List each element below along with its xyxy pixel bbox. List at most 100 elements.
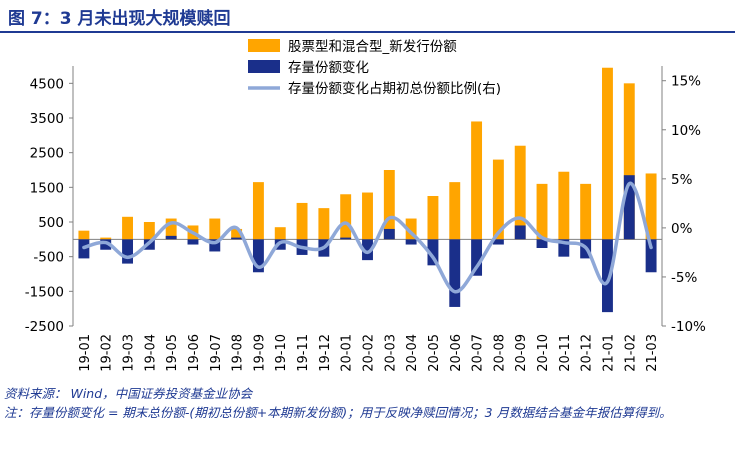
x-tick-label: 19-10 [274, 334, 289, 372]
left-tick-label: 3500 [30, 111, 64, 127]
issuance-bar [274, 227, 286, 240]
bars [78, 67, 657, 313]
stock-change-bar [122, 239, 133, 264]
left-tick-label: -500 [33, 250, 64, 266]
x-tick-label: 20-02 [362, 334, 377, 372]
issuance-bar [602, 67, 613, 240]
issuance-bar [645, 173, 657, 240]
x-tick-label: 20-01 [340, 334, 355, 372]
stock-change-bar [536, 239, 548, 248]
stock-change-bar [100, 239, 112, 250]
figure-title: 图 7：3 月未出现大规模赎回 [8, 9, 231, 29]
issuance-bar [536, 183, 548, 240]
legend-swatch-stock-change [248, 60, 280, 73]
stock-change-bar [492, 239, 504, 245]
left-tick-label: 500 [38, 215, 64, 231]
issuance-bar [143, 222, 155, 240]
x-tick-label: 20-12 [580, 334, 595, 372]
x-axis-labels: 19-01 19-02 19-03 19-04 19-05 19-06 19-07 19-08… [78, 334, 660, 372]
source-note: 资料来源： Wind，中国证券投资基金业协会 [4, 386, 253, 401]
x-tick-label: 20-06 [449, 334, 464, 372]
right-tick-label: -5% [671, 270, 697, 286]
right-tick-label: 15% [671, 74, 701, 90]
stock-change-bar [187, 239, 199, 245]
stock-change-bar [645, 239, 657, 273]
x-tick-label: 19-07 [209, 334, 224, 372]
issuance-bar [362, 192, 373, 240]
legend-swatch-issuance [248, 39, 280, 52]
issuance-bar [165, 218, 177, 240]
x-tick-label: 21-01 [601, 334, 616, 372]
right-tick-label: 0% [671, 221, 693, 237]
issuance-bar [471, 121, 483, 240]
x-tick-label: 20-03 [383, 334, 398, 372]
x-tick-label: 20-09 [514, 334, 529, 372]
issuance-bar [580, 183, 592, 240]
left-tick-label: 4500 [30, 76, 64, 92]
x-tick-label: 19-03 [122, 334, 137, 372]
left-tick-label: -2500 [25, 319, 64, 335]
stock-change-bar [514, 225, 526, 240]
x-tick-label: 20-04 [405, 334, 420, 372]
x-tick-label: 19-12 [318, 334, 333, 372]
stock-change-bar [362, 239, 373, 261]
right-tick-label: -10% [671, 319, 706, 335]
left-tick-label: 2500 [30, 146, 64, 162]
stock-change-bar [602, 239, 613, 313]
x-tick-label: 20-07 [471, 334, 486, 372]
x-tick-label: 20-11 [558, 334, 573, 372]
issuance-bar [100, 237, 112, 240]
notes: 资料来源： Wind，中国证券投资基金业协会 注：存量份额变化 = 期末总份额-… [4, 384, 729, 422]
issuance-bar [449, 182, 461, 240]
stock-change-bar [252, 239, 264, 273]
stock-change-bar [340, 237, 352, 240]
stock-change-bar [383, 228, 395, 240]
x-tick-label: 19-06 [187, 334, 202, 372]
x-tick-label: 19-08 [231, 334, 246, 372]
stock-change-bar [623, 175, 635, 240]
stock-change-bar [427, 239, 439, 266]
issuance-bar [623, 83, 635, 240]
x-tick-label: 20-08 [492, 334, 507, 372]
legend-label: 股票型和混合型_新发行份额 [288, 39, 457, 55]
x-tick-label: 19-04 [143, 334, 158, 372]
stock-change-bar [165, 235, 177, 240]
right-tick-label: 5% [671, 172, 693, 188]
x-tick-label: 19-01 [78, 334, 93, 372]
stock-change-bar [405, 239, 417, 245]
stock-change-bar [449, 239, 461, 307]
issuance-bar [427, 196, 439, 240]
stock-change-bar [558, 239, 570, 257]
issuance-bar [122, 216, 133, 240]
x-tick-label: 20-05 [427, 334, 442, 372]
x-tick-label: 19-05 [165, 334, 180, 372]
issuance-bar [492, 159, 504, 240]
issuance-bar [296, 202, 308, 240]
x-tick-label: 19-09 [252, 334, 267, 372]
issuance-bar [318, 208, 330, 240]
issuance-bar [558, 171, 570, 240]
x-tick-label: 19-02 [100, 334, 115, 372]
issuance-bar [383, 170, 395, 240]
x-tick-label: 19-11 [296, 334, 311, 372]
legend-label: 存量份额变化 [288, 60, 369, 76]
stock-change-bar [471, 239, 483, 276]
x-tick-label: 21-03 [645, 334, 660, 372]
stock-change-bar [209, 239, 221, 252]
issuance-bar [231, 228, 243, 240]
issuance-bar [340, 194, 352, 240]
issuance-bar [405, 218, 417, 240]
ratio-series-line [82, 181, 653, 294]
right-tick-label: 10% [671, 123, 701, 139]
issuance-bar [252, 182, 264, 240]
stock-change-bar [231, 237, 243, 240]
footnote: 注：存量份额变化 = 期末总份额-(期初总份额+本期新发份额)；用于反映净赎回情… [4, 405, 672, 420]
legend-label: 存量份额变化占期初总份额比例(右) [288, 80, 501, 97]
ratio-line [82, 181, 653, 294]
x-tick-label: 20-10 [536, 334, 551, 372]
issuance-bar [78, 230, 90, 240]
issuance-bar [209, 218, 221, 240]
